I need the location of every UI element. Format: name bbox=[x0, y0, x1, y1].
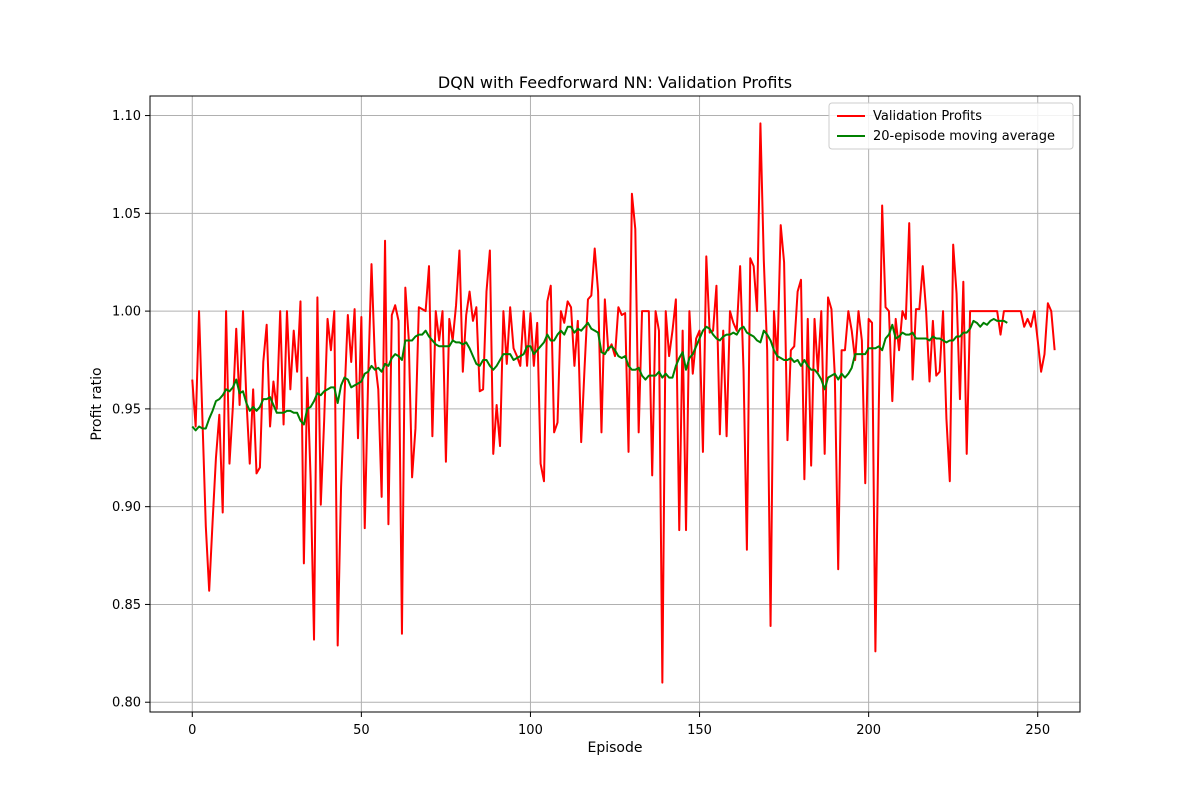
x-tick-label: 250 bbox=[1025, 723, 1050, 738]
x-tick-label: 200 bbox=[856, 723, 881, 738]
x-tick-label: 0 bbox=[188, 723, 196, 738]
series-group bbox=[191, 122, 1056, 684]
y-tick-label: 1.00 bbox=[112, 305, 141, 320]
legend-label-moving-average: 20-episode moving average bbox=[873, 129, 1055, 144]
y-tick-label: 1.05 bbox=[112, 207, 141, 222]
y-tick-label: 0.85 bbox=[112, 598, 141, 613]
x-tick-label: 150 bbox=[687, 723, 712, 738]
chart-title: DQN with Feedforward NN: Validation Prof… bbox=[438, 73, 792, 92]
legend-label-validation-profits: Validation Profits bbox=[873, 109, 982, 124]
series-line-moving-average bbox=[191, 317, 1008, 432]
x-axis-ticks: 0 50 100 150 200 250 bbox=[188, 712, 1050, 738]
x-axis-label: Episode bbox=[588, 740, 643, 756]
legend: Validation Profits 20-episode moving ave… bbox=[828, 102, 1074, 150]
plot-frame bbox=[149, 95, 1081, 713]
y-tick-label: 0.80 bbox=[112, 696, 141, 711]
y-tick-label: 0.90 bbox=[112, 500, 141, 515]
y-tick-label: 1.10 bbox=[112, 109, 141, 124]
x-tick-label: 100 bbox=[518, 723, 543, 738]
x-tick-label: 50 bbox=[353, 723, 370, 738]
y-tick-label: 0.95 bbox=[112, 402, 141, 417]
series-line-validation-profits bbox=[191, 122, 1056, 684]
y-axis-ticks: 0.80 0.85 0.90 0.95 1.00 1.05 1.10 bbox=[112, 109, 150, 711]
legend-box bbox=[828, 102, 1074, 150]
y-axis-label: Profit ratio bbox=[89, 367, 105, 440]
